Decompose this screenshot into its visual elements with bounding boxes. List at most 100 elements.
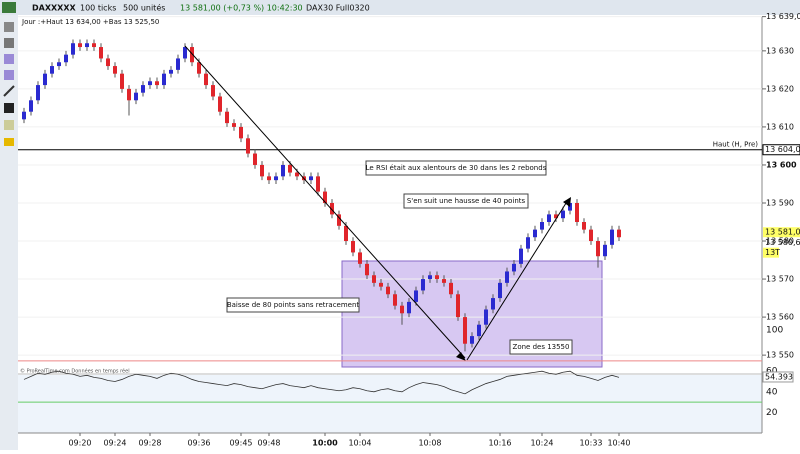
candle-body xyxy=(610,229,614,245)
candle-body xyxy=(372,275,376,283)
y-tick-label: 13 570 xyxy=(766,275,794,284)
symbol[interactable]: DAXXXXX xyxy=(32,4,77,13)
candle-body xyxy=(281,164,285,177)
period[interactable]: 100 ticks xyxy=(80,4,116,13)
tool[interactable] xyxy=(4,54,14,64)
y-tick-label: 13 560 xyxy=(766,313,794,322)
logo xyxy=(2,2,16,13)
tool[interactable] xyxy=(4,22,14,32)
contract[interactable]: DAX30 Full0320 xyxy=(306,4,370,13)
candle-body xyxy=(78,43,82,48)
candle-body xyxy=(456,294,460,318)
candle-body xyxy=(225,111,229,124)
candle-body xyxy=(393,294,397,306)
candle-body xyxy=(617,229,621,238)
level-name: Haut (H, Pre) xyxy=(713,141,759,149)
candle-body xyxy=(162,73,166,86)
x-tick-label: 10:04 xyxy=(348,439,371,448)
y-tick-label: 13 550 xyxy=(766,351,794,360)
candle-body xyxy=(113,66,117,74)
side-toolbar xyxy=(0,15,18,450)
candle-body xyxy=(260,164,264,177)
candle-body xyxy=(561,210,565,219)
candle-body xyxy=(232,123,236,127)
tool[interactable] xyxy=(3,85,15,97)
candle-body xyxy=(512,263,516,272)
candle-body xyxy=(267,176,271,181)
candle-body xyxy=(64,54,68,63)
annotation: S'en suit une hausse de 40 points xyxy=(407,197,526,205)
candle-body xyxy=(421,279,425,291)
tool[interactable] xyxy=(4,38,14,48)
candle-body xyxy=(29,100,33,112)
tag-box xyxy=(763,247,779,258)
tool-icons[interactable] xyxy=(3,22,15,146)
candle-body xyxy=(36,85,40,101)
candle-body xyxy=(449,282,453,295)
candle-body xyxy=(435,275,439,280)
candle-body xyxy=(246,138,250,154)
tool[interactable] xyxy=(4,120,14,130)
candle-body xyxy=(428,275,432,280)
watermark: © ProRealTime.com Données en temps réel xyxy=(20,368,130,375)
candle-body xyxy=(575,202,579,223)
candle-body xyxy=(274,176,278,181)
x-tick-label: 09:48 xyxy=(257,439,280,448)
x-tick-label: 09:24 xyxy=(103,439,126,448)
x-tick-label: 10:24 xyxy=(530,439,553,448)
tool[interactable] xyxy=(4,138,14,146)
tool[interactable] xyxy=(4,103,14,113)
candle-body xyxy=(288,164,292,173)
candle-body xyxy=(323,191,327,203)
candle-body xyxy=(477,324,481,337)
candle-body xyxy=(351,241,355,253)
candle-body xyxy=(554,214,558,219)
candle-body xyxy=(127,88,131,101)
arrow-head xyxy=(456,352,466,361)
rsi-current-tag xyxy=(762,371,794,383)
candle-body xyxy=(330,202,334,215)
tool[interactable] xyxy=(4,70,14,80)
arrow-head xyxy=(563,197,571,207)
candle-body xyxy=(589,229,593,242)
y-tick-label: 13 580 xyxy=(766,237,794,246)
candle-body xyxy=(358,252,362,264)
candle-body xyxy=(519,248,523,264)
candle-body xyxy=(57,62,61,67)
candle-body xyxy=(603,244,607,257)
candle-body xyxy=(344,225,348,242)
y-tick-label: 13 620 xyxy=(766,84,794,93)
annotation: Le RSI était aux alentours de 30 dans le… xyxy=(366,164,547,172)
x-tick-label: 09:28 xyxy=(138,439,161,448)
candle-body xyxy=(106,58,110,67)
candle-body xyxy=(540,222,544,230)
candle-body xyxy=(316,176,320,192)
candle-body xyxy=(400,305,404,314)
level-tag xyxy=(762,144,800,156)
candle-body xyxy=(337,214,341,226)
tag: 13T xyxy=(765,248,780,257)
annotation-box xyxy=(509,339,573,355)
level-label: 13 604,00 xyxy=(765,145,800,154)
candle-body xyxy=(71,43,75,55)
annotation: Baisse de 80 points sans retracement xyxy=(227,301,360,309)
x-tick-label: 10:08 xyxy=(418,439,441,448)
info: Jour :+Haut 13 634,00 +Bas 13 525,50 xyxy=(21,18,159,26)
candle-body xyxy=(218,96,222,112)
y-tick-label: 13 610 xyxy=(766,122,794,131)
candle-body xyxy=(183,47,187,59)
rsi-panel xyxy=(18,375,762,433)
candle-body xyxy=(99,47,103,59)
annotation-box xyxy=(365,160,547,176)
x-tick-label: 10:33 xyxy=(579,439,602,448)
y-tick-label: 13 639,00 xyxy=(766,12,800,21)
candle-body xyxy=(463,317,467,344)
last-price: 13 581,00 xyxy=(765,228,800,237)
candle-body xyxy=(148,81,152,86)
mid-price: 13 580,62 xyxy=(765,238,800,247)
units[interactable]: 500 unités xyxy=(123,3,165,13)
candle-body xyxy=(22,111,26,120)
candle-body xyxy=(176,58,180,70)
candle-body xyxy=(253,153,257,165)
